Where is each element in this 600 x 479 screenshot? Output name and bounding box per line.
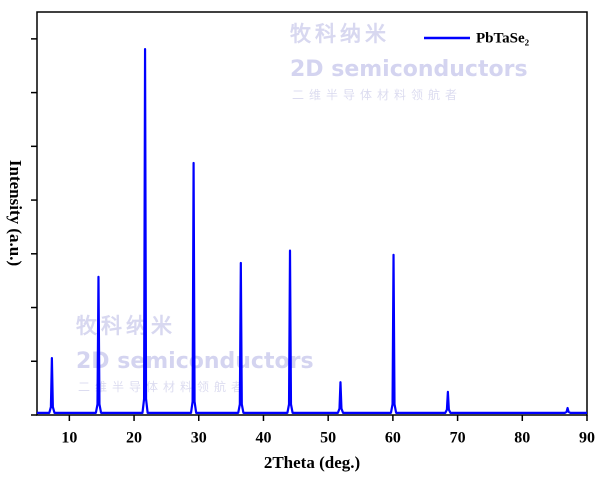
x-axis-label: 2Theta (deg.) [264, 453, 360, 472]
x-tick-label: 60 [385, 430, 401, 447]
y-axis-label: Intensity (a.u.) [6, 160, 25, 266]
x-tick-label: 90 [579, 430, 595, 447]
legend-label: PbTaSe₂ [476, 30, 530, 46]
x-tick-label: 50 [320, 430, 336, 447]
x-tick-label: 10 [61, 430, 77, 447]
watermark: 牧科纳米 [76, 314, 176, 338]
x-tick-label: 30 [191, 430, 207, 447]
x-tick-label: 40 [255, 430, 271, 447]
watermark: 二维半导体材料领航者 [292, 87, 462, 102]
watermark: 2D semiconductors [290, 57, 528, 82]
data-line [37, 47, 587, 414]
watermark: 二维半导体材料领航者 [78, 379, 248, 394]
x-tick-label: 20 [126, 430, 142, 447]
x-tick-label: 80 [514, 430, 530, 447]
watermark: 牧科纳米 [290, 22, 390, 46]
x-tick-label: 70 [450, 430, 466, 447]
plot-frame [36, 11, 588, 416]
